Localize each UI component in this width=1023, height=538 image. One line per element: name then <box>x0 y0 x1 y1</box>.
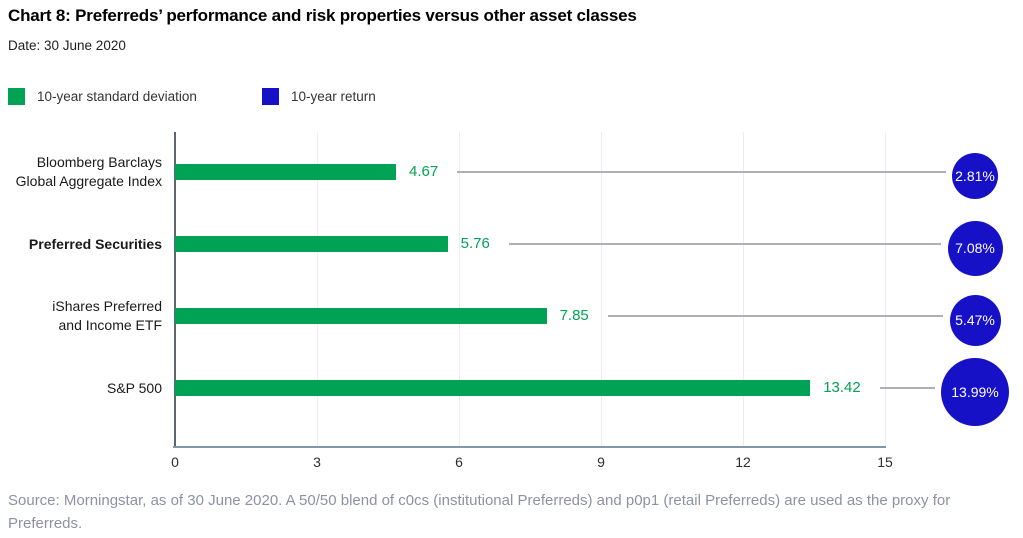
legend-item-standard-deviation: 10-year standard deviation <box>8 88 197 105</box>
x-tick-label: 9 <box>597 454 605 470</box>
gridline <box>885 132 886 446</box>
legend-swatch-blue <box>262 88 279 105</box>
return-bubble-label: 13.99% <box>951 384 999 400</box>
return-bubble-label: 2.81% <box>955 168 995 184</box>
return-bubble: 2.81% <box>952 153 998 199</box>
sd-bar <box>175 164 397 180</box>
x-tick-label: 0 <box>171 454 179 470</box>
return-bubble: 5.47% <box>949 294 1001 346</box>
sd-value-label: 7.85 <box>559 307 589 324</box>
x-tick-label: 6 <box>455 454 463 470</box>
category-label: Preferred Securities <box>28 235 162 252</box>
category-label: iShares Preferred and Income ETF <box>52 298 162 333</box>
return-bubble: 7.08% <box>947 220 1003 276</box>
x-tick-label: 15 <box>877 454 893 470</box>
chart-row: S&P 500 13.42 13.99% <box>0 352 1023 426</box>
y-axis-line <box>174 132 176 448</box>
source-note: Source: Morningstar, as of 30 June 2020.… <box>8 492 951 533</box>
x-tick-label: 12 <box>735 454 751 470</box>
sd-value-label: 4.67 <box>409 163 439 180</box>
x-tick-label: 3 <box>313 454 321 470</box>
page-title: Chart 8: Preferreds’ performance and ris… <box>8 6 637 25</box>
gridline <box>601 132 602 446</box>
leader-line <box>508 243 942 245</box>
chart-row: iShares Preferred and Income ETF 7.85 5.47% <box>0 280 1023 352</box>
leader-line <box>879 387 935 389</box>
sd-value-label: 13.42 <box>823 379 861 396</box>
legend-label: 10-year standard deviation <box>37 89 197 104</box>
leader-line <box>457 171 946 173</box>
sd-bar <box>175 308 547 324</box>
gridline <box>743 132 744 446</box>
leader-line <box>607 315 944 317</box>
gridline <box>317 132 318 446</box>
date-label: Date: 30 June 2020 <box>8 38 126 53</box>
return-bubble: 13.99% <box>941 358 1009 426</box>
chart-row: Preferred Securities 5.76 7.08% <box>0 208 1023 280</box>
x-axis-line <box>173 446 886 448</box>
legend-label: 10-year return <box>291 89 376 104</box>
bar-chart: Bloomberg Barclays Global Aggregate Index… <box>0 132 1023 482</box>
return-bubble-label: 7.08% <box>955 240 995 256</box>
x-axis-ticks: 0 3 6 9 12 15 <box>0 454 1023 474</box>
sd-value-label: 5.76 <box>460 235 490 252</box>
legend-swatch-green <box>8 88 25 105</box>
sd-bar <box>175 380 811 396</box>
category-label: S&P 500 <box>106 379 162 396</box>
legend-item-return: 10-year return <box>262 88 376 105</box>
sd-bar <box>175 236 448 252</box>
chart-row: Bloomberg Barclays Global Aggregate Index… <box>0 136 1023 208</box>
category-label: Bloomberg Barclays Global Aggregate Index <box>15 154 162 189</box>
return-bubble-label: 5.47% <box>955 312 995 328</box>
gridline <box>459 132 460 446</box>
